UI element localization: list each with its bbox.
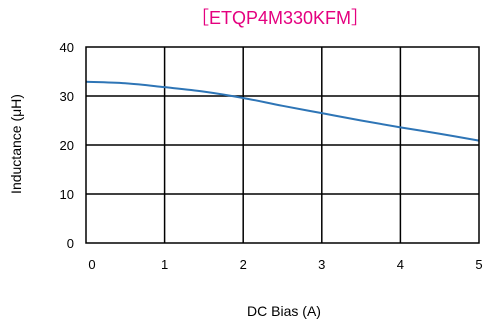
- y-axis-label: Inductance (μH): [8, 94, 24, 194]
- grid: [86, 47, 479, 243]
- tick-labels: 0 1 2 3 4 5 0 10 20 30 40: [60, 40, 483, 272]
- plot-frame: [85, 46, 480, 244]
- x-tick-label: 4: [397, 257, 404, 272]
- y-tick-label: 40: [60, 40, 74, 55]
- x-tick-label: 2: [240, 257, 247, 272]
- y-tick-label: 20: [60, 138, 74, 153]
- x-tick-label: 5: [475, 257, 482, 272]
- y-tick-label: 10: [60, 187, 74, 202]
- series-line: [85, 80, 480, 142]
- y-tick-label: 30: [60, 89, 74, 104]
- x-tick-label: 0: [88, 257, 95, 272]
- x-tick-label: 3: [318, 257, 325, 272]
- x-tick-label: 1: [161, 257, 168, 272]
- chart-title: ［ETQP4M330KFM］: [191, 8, 369, 28]
- y-tick-label: 0: [67, 236, 74, 251]
- x-axis-label: DC Bias (A): [247, 303, 321, 319]
